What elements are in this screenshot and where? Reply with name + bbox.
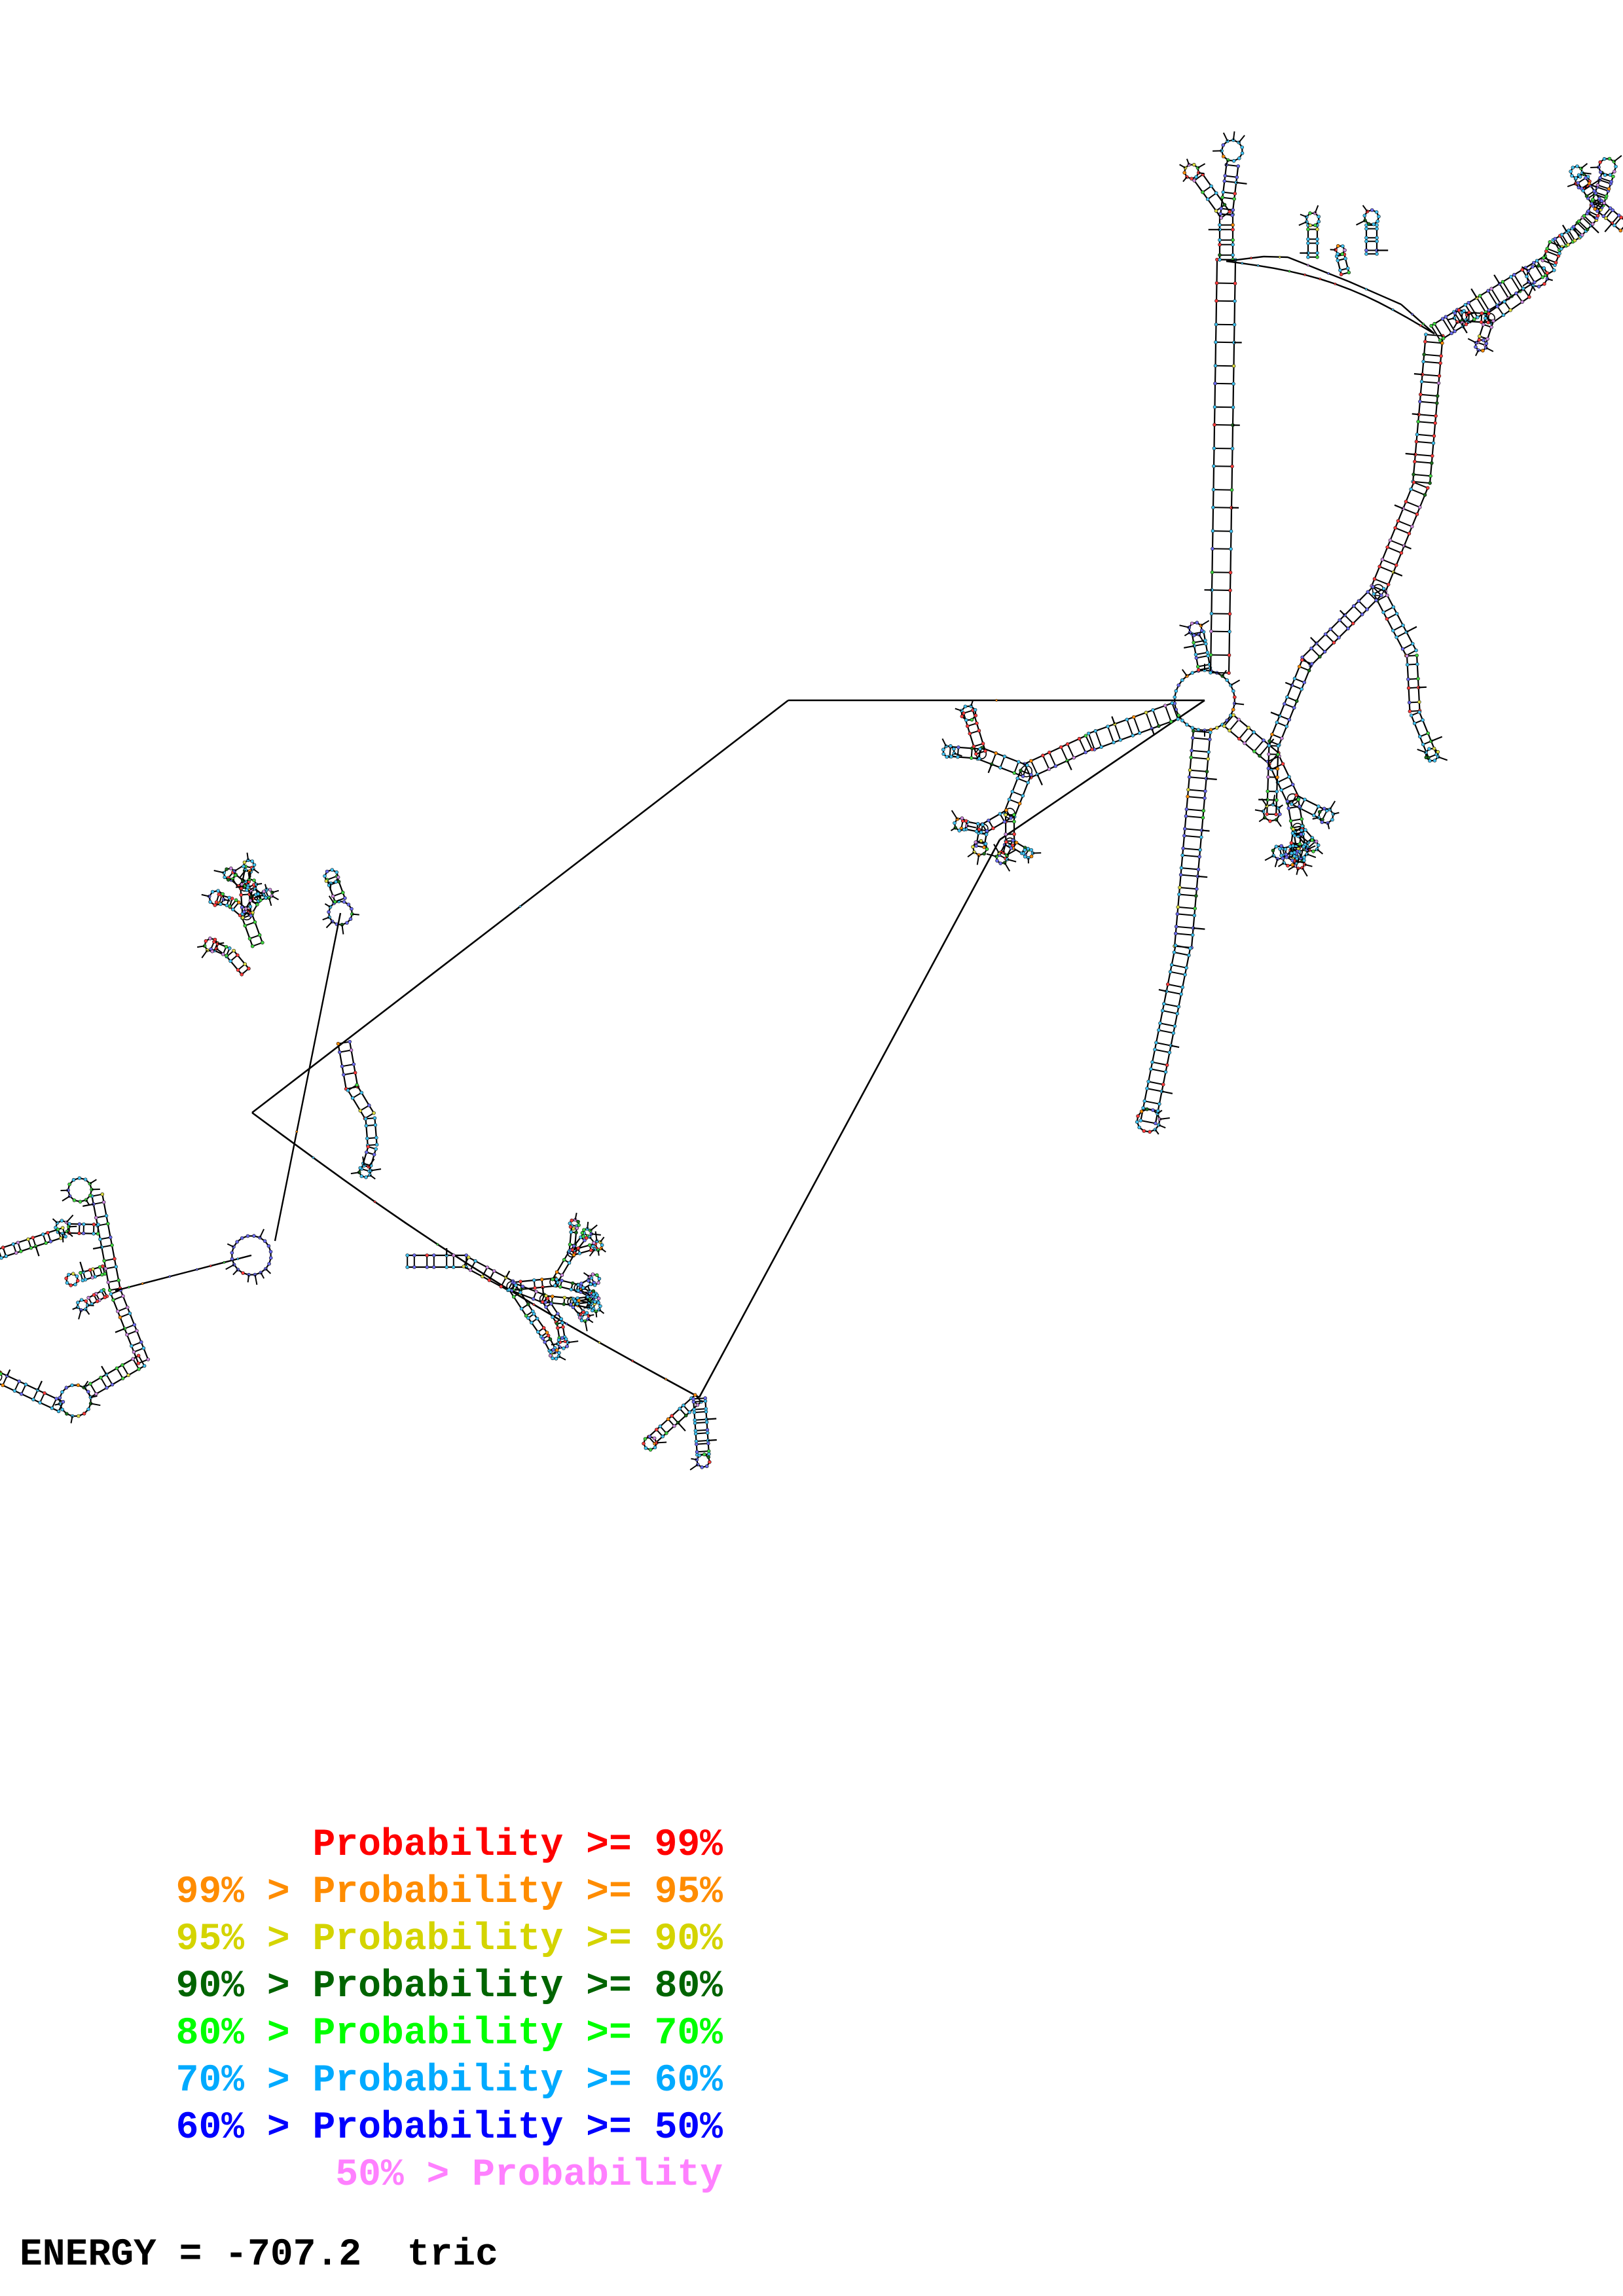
svg-text:80% > Probability >= 70%: 80% > Probability >= 70% [176,2013,723,2055]
svg-text:60% > Probability >= 50%: 60% > Probability >= 50% [176,2107,723,2149]
svg-text:50% > Probability: 50% > Probability [335,2154,723,2197]
svg-text:ENERGY = -707.2 tric: ENERGY = -707.2 tric [20,2234,498,2276]
svg-text:90% > Probability >= 80%: 90% > Probability >= 80% [176,1965,723,2008]
svg-text:Probability >= 99%: Probability >= 99% [312,1824,723,1867]
svg-text:99% > Probability >= 95%: 99% > Probability >= 95% [176,1871,723,1914]
svg-text:70% > Probability >= 60%: 70% > Probability >= 60% [176,2060,723,2102]
svg-text:95% > Probability >= 90%: 95% > Probability >= 90% [176,1918,723,1961]
